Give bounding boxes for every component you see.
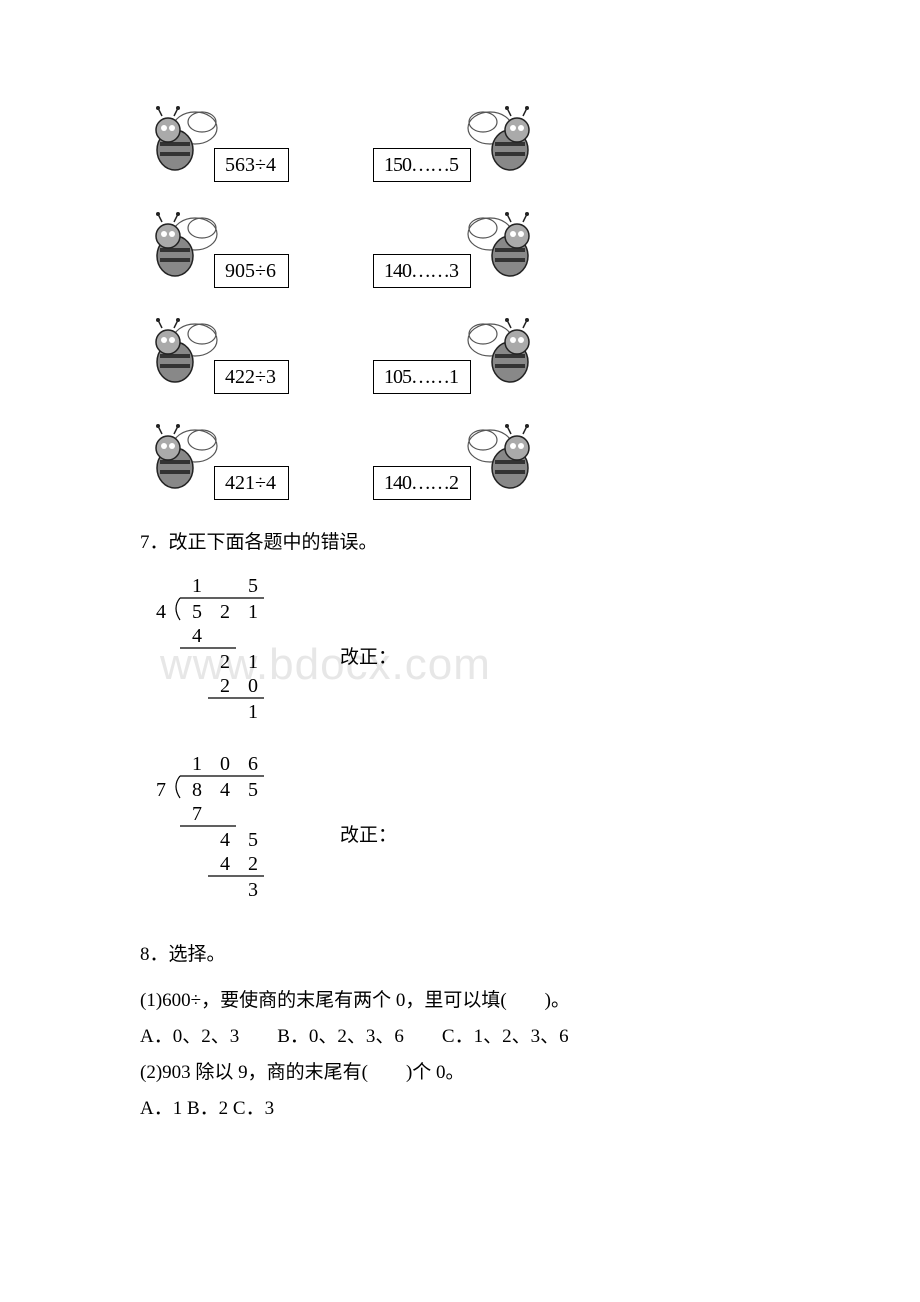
- correction-label: 改正：: [340, 820, 397, 847]
- svg-text:2: 2: [248, 853, 258, 875]
- correction-label: 改正：: [340, 642, 397, 669]
- svg-text:4: 4: [192, 625, 202, 647]
- bee-row: 563÷4 150……5: [140, 100, 780, 188]
- page-content: 563÷4 150……5: [140, 100, 780, 1127]
- q8-title: 8．选择。: [140, 940, 780, 970]
- svg-text:2: 2: [220, 651, 230, 673]
- bee-row: 905÷6 140……3: [140, 206, 780, 294]
- bee-icon: [140, 206, 220, 294]
- svg-text:1: 1: [248, 701, 258, 723]
- bee-icon: [465, 418, 545, 506]
- bee-row: 421÷4 140……2: [140, 418, 780, 506]
- svg-text:0: 0: [248, 675, 258, 697]
- expression-box: 905÷6: [214, 254, 289, 288]
- expression-box: 422÷3: [214, 360, 289, 394]
- svg-text:2: 2: [220, 675, 230, 697]
- bee-item-left: 421÷4: [140, 418, 289, 506]
- svg-text:2: 2: [220, 601, 230, 623]
- long-division-1: 1 5 4 5 2 1 4 2 1 2 0 1 改正：: [140, 570, 780, 740]
- bee-item-right: 140……3: [379, 206, 545, 294]
- bee-icon: [140, 312, 220, 400]
- svg-text:4: 4: [220, 853, 230, 875]
- q8-p2-opts: A．1 B．2 C．3: [140, 1091, 780, 1127]
- q8-p1-opts: A．0、2、3 B．0、2、3、6 C．1、2、3、6: [140, 1019, 780, 1055]
- bee-rows-container: 563÷4 150……5: [140, 100, 780, 506]
- expression-box: 105……1: [373, 360, 471, 394]
- svg-text:3: 3: [248, 879, 258, 901]
- bee-icon: [465, 206, 545, 294]
- svg-text:4: 4: [220, 779, 230, 801]
- svg-text:0: 0: [220, 753, 230, 775]
- svg-text:1: 1: [192, 575, 212, 597]
- q8-p2-stem: (2)903 除以 9，商的末尾有( )个 0。: [140, 1055, 780, 1091]
- bee-item-right: 105……1: [379, 312, 545, 400]
- bee-item-right: 140……2: [379, 418, 545, 506]
- bee-item-right: 150……5: [379, 100, 545, 188]
- bee-item-left: 563÷4: [140, 100, 289, 188]
- svg-text:7: 7: [192, 803, 202, 825]
- svg-text:5: 5: [248, 575, 258, 597]
- bee-item-left: 905÷6: [140, 206, 289, 294]
- expression-box: 150……5: [373, 148, 471, 182]
- bee-row: 422÷3 105……1: [140, 312, 780, 400]
- expression-box: 421÷4: [214, 466, 289, 500]
- bee-item-left: 422÷3: [140, 312, 289, 400]
- svg-text:5: 5: [248, 779, 258, 801]
- bee-icon: [465, 312, 545, 400]
- bee-icon: [140, 418, 220, 506]
- expression-box: 140……2: [373, 466, 471, 500]
- svg-text:1: 1: [248, 601, 258, 623]
- svg-text:1: 1: [248, 651, 258, 673]
- bee-icon: [465, 100, 545, 188]
- division-diagram-icon: 1 5 4 5 2 1 4 2 1 2 0 1: [140, 570, 290, 740]
- bee-icon: [140, 100, 220, 188]
- q8-p1-stem: (1)600÷，要使商的末尾有两个 0，里可以填( )。: [140, 983, 780, 1019]
- svg-text:6: 6: [248, 753, 258, 775]
- svg-text:1: 1: [192, 753, 202, 775]
- svg-text:4: 4: [220, 829, 230, 851]
- expression-box: 140……3: [373, 254, 471, 288]
- svg-text:4: 4: [156, 601, 166, 623]
- q7-title: 7．改正下面各题中的错误。: [140, 528, 780, 558]
- division-diagram-icon: 1 0 6 7 8 4 5 7 4 5 4 2 3: [140, 748, 290, 918]
- svg-text:8: 8: [192, 779, 202, 801]
- svg-text:5: 5: [248, 829, 258, 851]
- long-division-2: 1 0 6 7 8 4 5 7 4 5 4 2 3 改正：: [140, 748, 780, 918]
- expression-box: 563÷4: [214, 148, 289, 182]
- svg-text:7: 7: [156, 779, 166, 801]
- svg-text:5: 5: [192, 601, 202, 623]
